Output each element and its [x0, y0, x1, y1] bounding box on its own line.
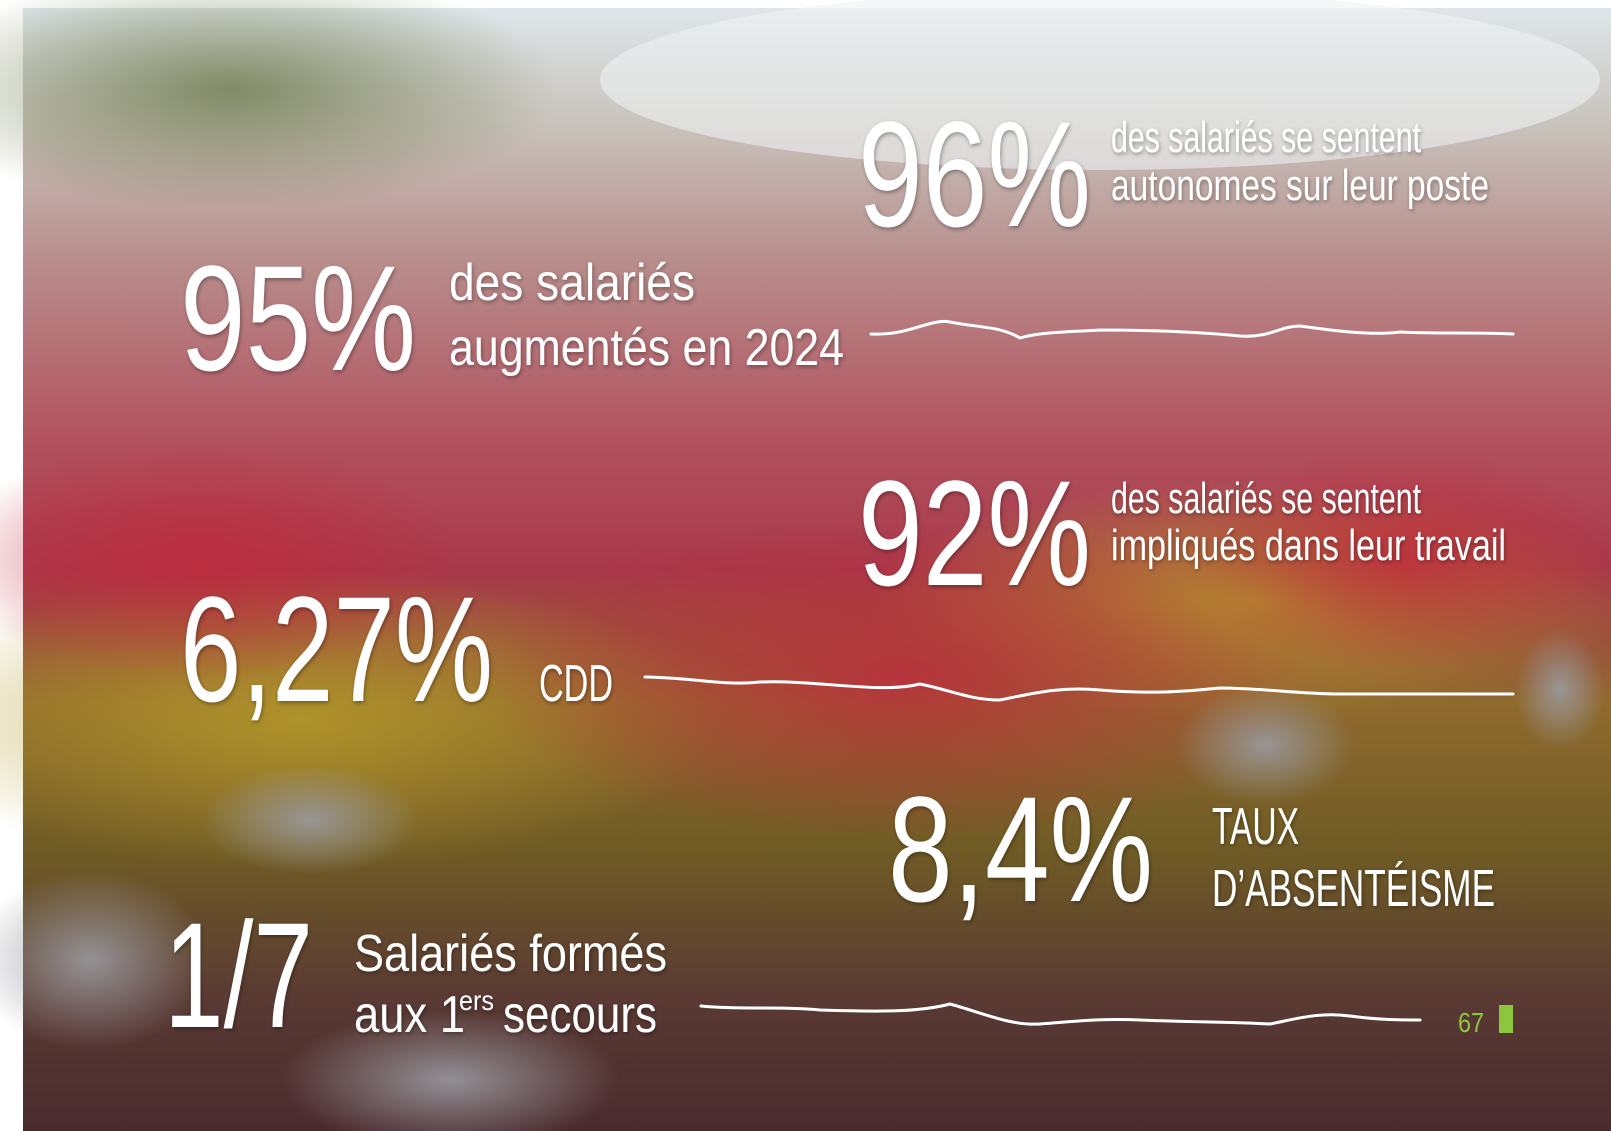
stat-96: 96% des salariés se sentent autonomes su… — [858, 90, 1489, 258]
stat-text: impliqués dans leur travail — [1111, 521, 1506, 570]
page-number: 67 — [1458, 1007, 1484, 1038]
stat-value: 8,4% — [888, 765, 1153, 933]
wavy-line — [699, 1002, 1422, 1026]
stat-cdd: 6,27% CDD — [180, 565, 613, 733]
stat-value: 95% — [180, 234, 416, 402]
stat-text: secours — [503, 986, 657, 1044]
page-marker — [1499, 1005, 1513, 1033]
stat-absenteeism: 8,4% TAUX D’ABSENTÉISME — [888, 765, 1495, 933]
stat-95: 95% des salariés augmentés en 2024 — [180, 234, 844, 402]
stat-text: TAUX — [1212, 798, 1299, 856]
stat-value: 96% — [858, 90, 1091, 258]
stat-text: des salariés se sentent — [1111, 474, 1421, 523]
stat-value: 92% — [858, 449, 1091, 617]
stat-text: D’ABSENTÉISME — [1212, 860, 1495, 918]
stat-text: des salariés se sentent — [1111, 113, 1421, 162]
stat-first-aid: 1/7 Salariés formés aux 1 ers secours — [164, 891, 667, 1059]
stat-value: 6,27% — [180, 565, 493, 733]
stat-value: 1/7 — [164, 891, 313, 1059]
stat-text: Salariés formés — [354, 925, 667, 983]
stat-text: aux 1 — [354, 986, 465, 1044]
wavy-line — [869, 319, 1515, 340]
wavy-line — [643, 675, 1515, 702]
stat-text: CDD — [539, 655, 613, 713]
stat-text: augmentés en 2024 — [449, 319, 844, 377]
wavy-lines — [643, 319, 1515, 1026]
stat-text: des salariés — [449, 254, 695, 312]
stat-92: 92% des salariés se sentent impliqués da… — [858, 449, 1506, 617]
stat-text: autonomes sur leur poste — [1111, 161, 1489, 210]
superscript: ers — [459, 985, 494, 1016]
